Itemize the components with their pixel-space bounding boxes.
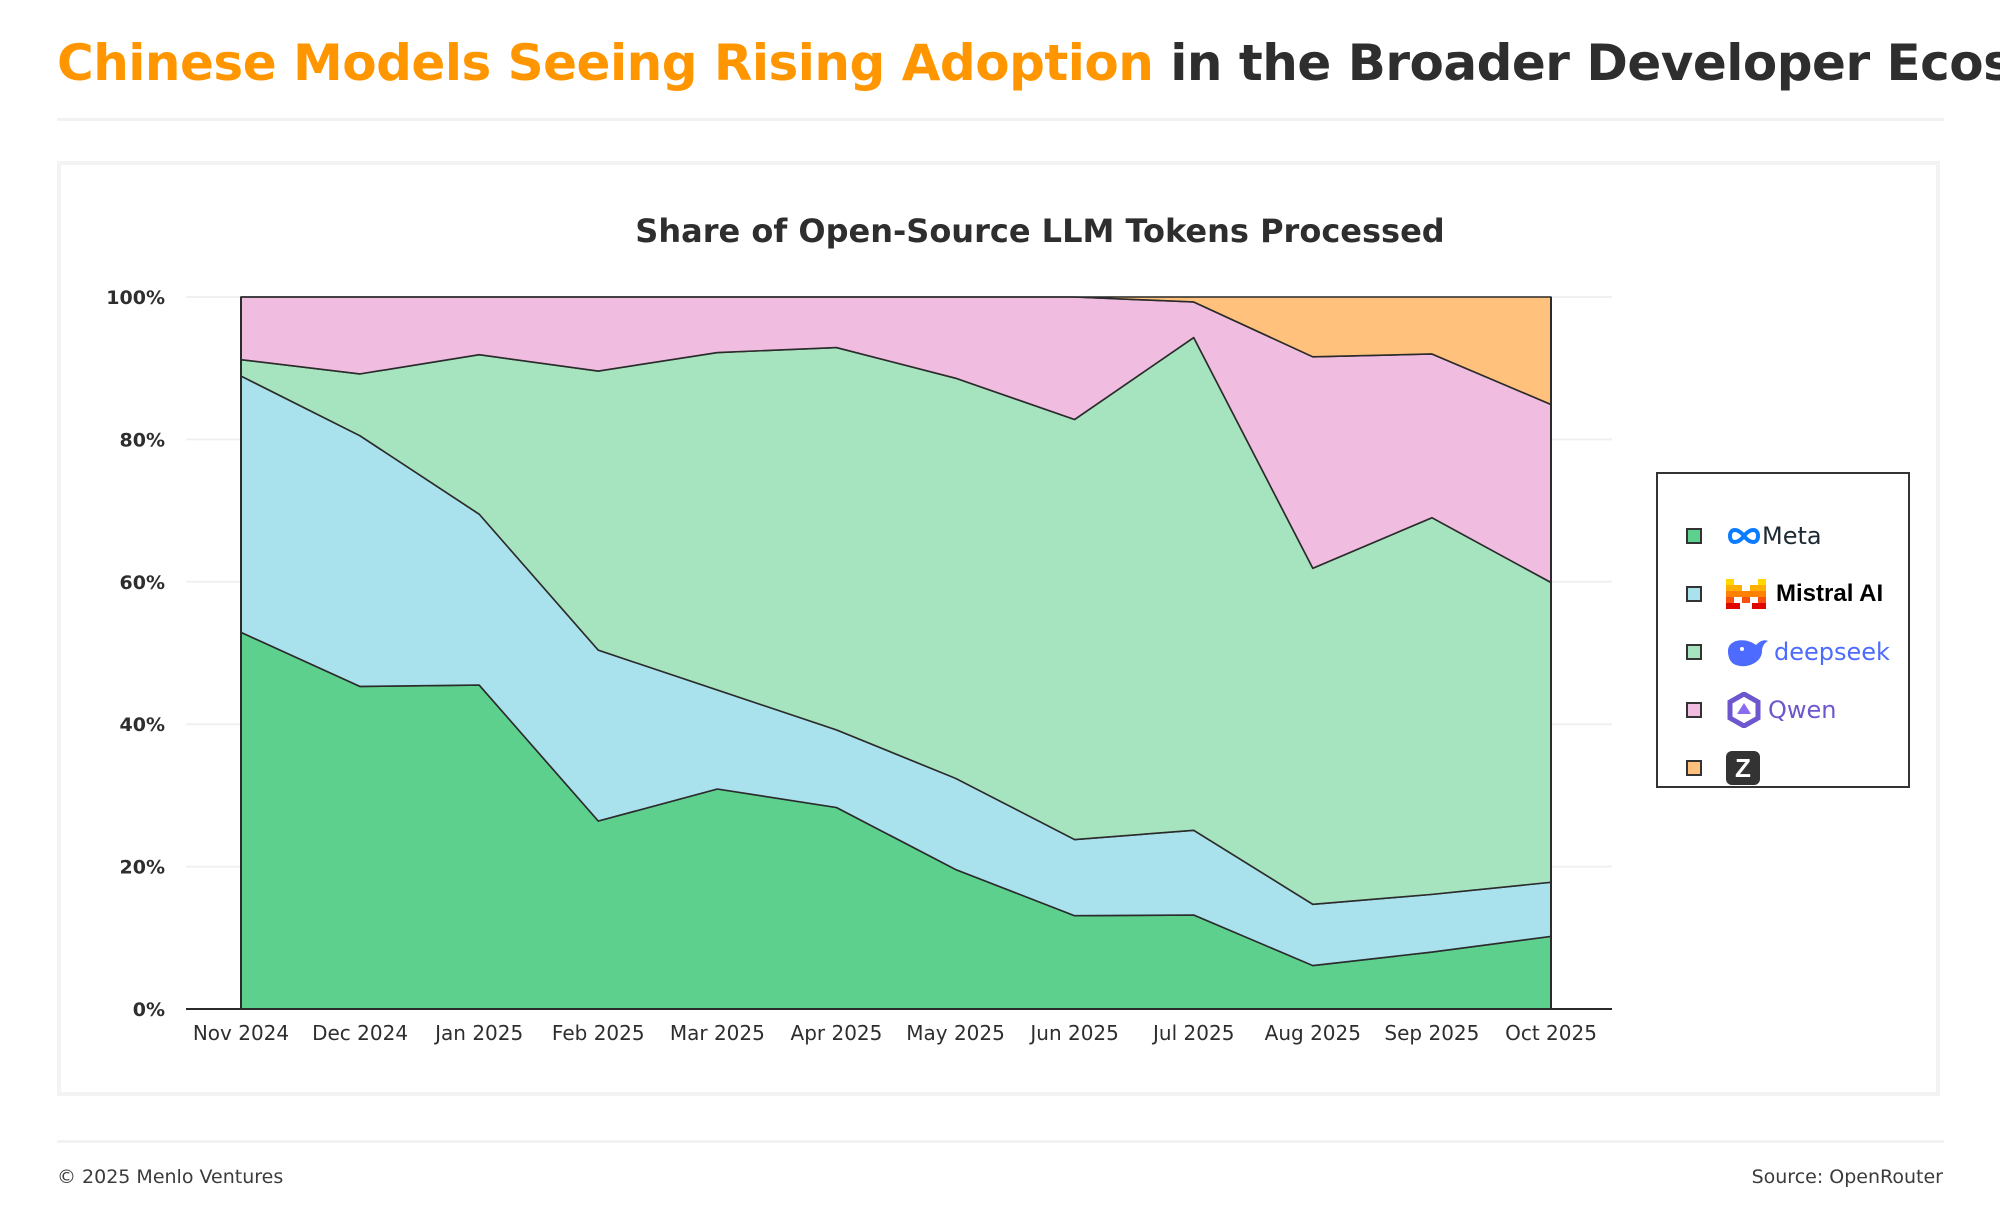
legend-label-qwen: Qwen (1768, 696, 1837, 724)
headline-accent: Chinese Models Seeing Rising Adoption (57, 34, 1154, 92)
y-tick-label: 80% (120, 429, 165, 451)
x-tick-label: Aug 2025 (1265, 1021, 1361, 1045)
x-tick-label: Oct 2025 (1505, 1021, 1597, 1045)
x-tick-label: Jan 2025 (433, 1021, 523, 1045)
x-tick-label: Sep 2025 (1384, 1021, 1479, 1045)
copyright-text: © 2025 Menlo Ventures (57, 1166, 284, 1188)
legend-swatch-zai (1686, 760, 1702, 776)
legend-item-mistral: Mistral AI (1686, 574, 1883, 614)
legend-label-meta: Meta (1762, 522, 1822, 550)
qwen-logo-icon (1727, 692, 1761, 728)
mistral-logo-icon (1726, 579, 1766, 609)
x-tick-label: Feb 2025 (552, 1021, 645, 1045)
x-tick-label: Mar 2025 (670, 1021, 765, 1045)
legend-swatch-qwen (1686, 702, 1702, 718)
x-tick-label: Jun 2025 (1028, 1021, 1119, 1045)
y-tick-label: 20% (120, 857, 165, 879)
headline-rest: in the Broader Developer Ecosystem (1170, 34, 2000, 92)
legend-item-zai: Z (1686, 748, 1760, 788)
y-tick-label: 60% (120, 572, 165, 594)
meta-infinity-icon (1727, 528, 1761, 544)
legend-item-meta: Meta (1686, 516, 1822, 556)
headline: Chinese Models Seeing Rising Adoption in… (57, 34, 2000, 92)
legend: Meta Mistral AI deepseek Qwen (1656, 472, 1910, 788)
source-text: Source: OpenRouter (1751, 1166, 1943, 1188)
header-divider (57, 118, 1944, 121)
legend-label-deepseek: deepseek (1774, 638, 1890, 666)
legend-item-qwen: Qwen (1686, 690, 1837, 730)
x-tick-label: Dec 2024 (312, 1021, 408, 1045)
y-tick-label: 100% (106, 287, 165, 309)
x-tick-label: May 2025 (906, 1021, 1005, 1045)
legend-swatch-deepseek (1686, 644, 1702, 660)
x-tick-label: Nov 2024 (193, 1021, 289, 1045)
footer-divider (57, 1140, 1944, 1143)
z-logo-icon: Z (1726, 751, 1760, 785)
chart-title: Share of Open-Source LLM Tokens Processe… (635, 212, 1445, 250)
deepseek-whale-icon (1728, 640, 1768, 667)
legend-item-deepseek: deepseek (1686, 632, 1890, 672)
legend-label-mistral: Mistral AI (1776, 580, 1884, 607)
x-tick-label: Apr 2025 (791, 1021, 883, 1045)
legend-swatch-mistral (1686, 586, 1702, 602)
legend-swatch-meta (1686, 528, 1702, 544)
x-tick-label: Jul 2025 (1151, 1021, 1234, 1045)
y-tick-label: 0% (133, 999, 165, 1021)
y-tick-label: 40% (120, 714, 165, 736)
